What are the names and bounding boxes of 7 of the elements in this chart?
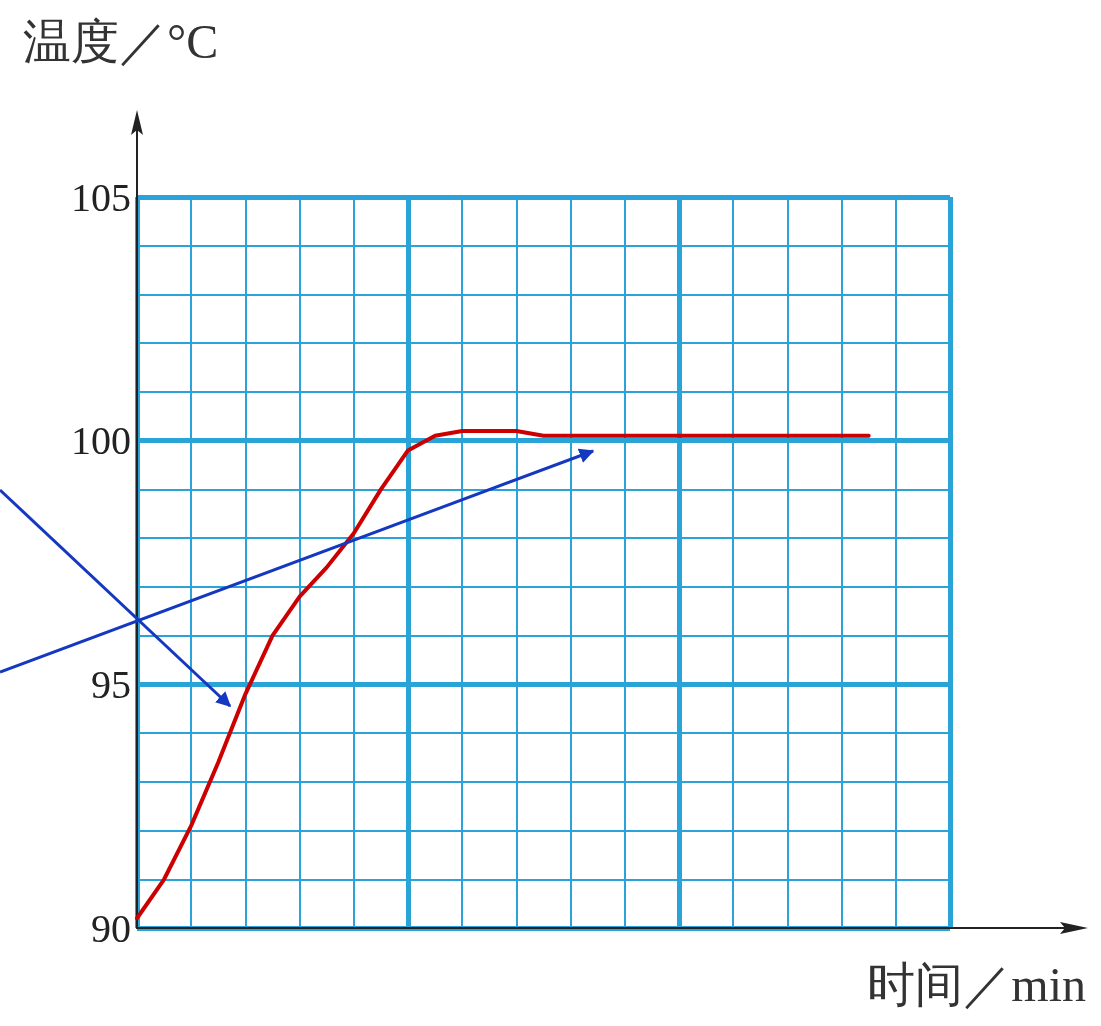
y-tick-label: 105: [71, 174, 131, 220]
line-series: [135, 428, 871, 921]
y-axis-title: 温度／°C: [23, 14, 219, 68]
y-tick-label: 100: [71, 418, 131, 464]
x-axis-title: 时间／min: [867, 957, 1086, 1011]
y-tick-label: 90: [91, 905, 131, 951]
y-tick-label: 95: [91, 661, 131, 707]
